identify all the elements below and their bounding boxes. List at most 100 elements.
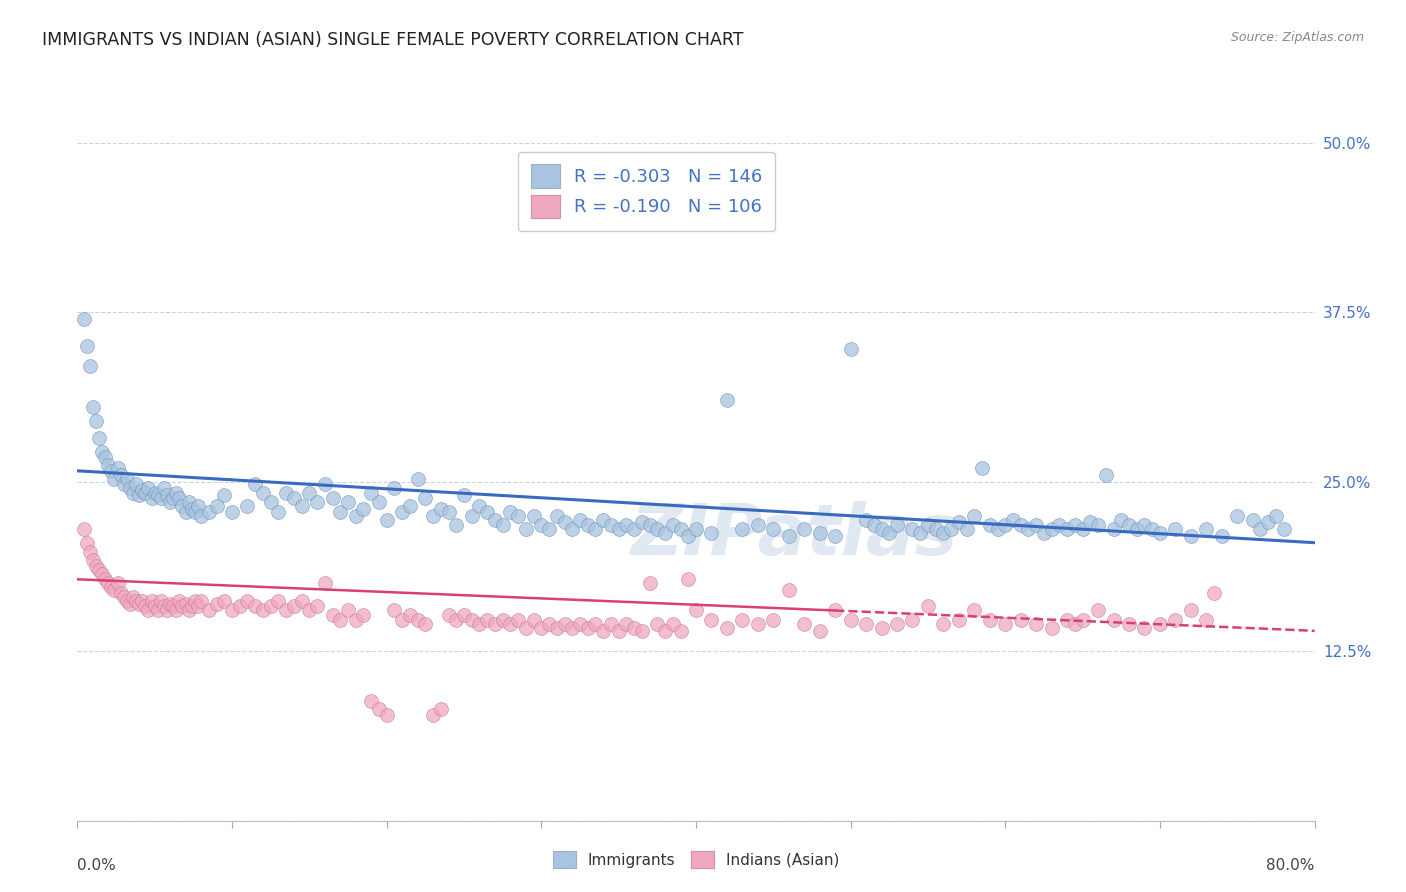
Point	[979, 518, 1001, 533]
Point	[91, 566, 114, 581]
Point	[100, 464, 122, 478]
Point	[1049, 518, 1071, 533]
Point	[221, 603, 243, 617]
Point	[97, 576, 120, 591]
Point	[337, 603, 360, 617]
Point	[1272, 522, 1295, 536]
Point	[245, 599, 267, 614]
Point	[1064, 518, 1087, 533]
Point	[678, 529, 700, 543]
Point	[499, 617, 522, 632]
Point	[430, 501, 453, 516]
Point	[700, 613, 723, 627]
Point	[956, 522, 979, 536]
Point	[515, 522, 537, 536]
Point	[492, 518, 515, 533]
Point	[1241, 513, 1264, 527]
Point	[437, 607, 460, 622]
Point	[1118, 518, 1140, 533]
Point	[406, 472, 429, 486]
Point	[576, 518, 599, 533]
Point	[149, 491, 172, 505]
Point	[778, 529, 800, 543]
Point	[870, 621, 893, 635]
Point	[1149, 617, 1171, 632]
Point	[716, 393, 738, 408]
Point	[353, 607, 375, 622]
Point	[146, 488, 169, 502]
Point	[187, 499, 209, 513]
Point	[530, 518, 553, 533]
Point	[747, 617, 769, 632]
Point	[276, 603, 298, 617]
Point	[115, 472, 138, 486]
Point	[153, 599, 176, 614]
Point	[987, 522, 1010, 536]
Point	[138, 603, 160, 617]
Point	[143, 485, 166, 500]
Point	[112, 590, 135, 604]
Point	[453, 607, 475, 622]
Point	[214, 594, 236, 608]
Point	[94, 572, 117, 586]
Point	[778, 583, 800, 598]
Point	[141, 594, 163, 608]
Point	[561, 522, 583, 536]
Point	[415, 617, 437, 632]
Point	[118, 597, 141, 611]
Point	[1204, 586, 1226, 600]
Point	[298, 603, 321, 617]
Point	[82, 553, 104, 567]
Point	[1180, 529, 1202, 543]
Point	[1118, 617, 1140, 632]
Point	[1010, 518, 1032, 533]
Point	[972, 461, 994, 475]
Point	[1211, 529, 1233, 543]
Point	[143, 599, 166, 614]
Point	[260, 599, 283, 614]
Point	[276, 485, 298, 500]
Point	[156, 603, 179, 617]
Point	[747, 518, 769, 533]
Point	[669, 522, 692, 536]
Point	[205, 597, 228, 611]
Point	[631, 624, 654, 638]
Point	[1071, 613, 1094, 627]
Point	[554, 516, 576, 530]
Point	[932, 526, 955, 541]
Point	[592, 624, 614, 638]
Point	[1133, 621, 1156, 635]
Point	[561, 621, 583, 635]
Point	[662, 518, 685, 533]
Point	[600, 617, 623, 632]
Point	[329, 504, 352, 518]
Point	[110, 586, 132, 600]
Point	[685, 522, 707, 536]
Point	[1002, 513, 1025, 527]
Point	[180, 599, 202, 614]
Point	[391, 504, 413, 518]
Point	[446, 613, 468, 627]
Point	[484, 513, 506, 527]
Legend: Immigrants, Indians (Asian): Immigrants, Indians (Asian)	[547, 845, 845, 874]
Point	[886, 617, 908, 632]
Point	[1040, 621, 1063, 635]
Point	[1102, 613, 1125, 627]
Point	[538, 617, 561, 632]
Point	[1025, 518, 1047, 533]
Point	[623, 522, 645, 536]
Point	[523, 508, 546, 523]
Point	[1064, 617, 1087, 632]
Point	[384, 603, 406, 617]
Point	[229, 599, 252, 614]
Point	[131, 594, 153, 608]
Point	[1126, 522, 1149, 536]
Text: IMMIGRANTS VS INDIAN (ASIAN) SINGLE FEMALE POVERTY CORRELATION CHART: IMMIGRANTS VS INDIAN (ASIAN) SINGLE FEMA…	[42, 31, 744, 49]
Point	[125, 477, 148, 491]
Point	[585, 617, 607, 632]
Point	[283, 599, 305, 614]
Point	[391, 613, 413, 627]
Point	[103, 583, 125, 598]
Point	[678, 572, 700, 586]
Point	[134, 599, 156, 614]
